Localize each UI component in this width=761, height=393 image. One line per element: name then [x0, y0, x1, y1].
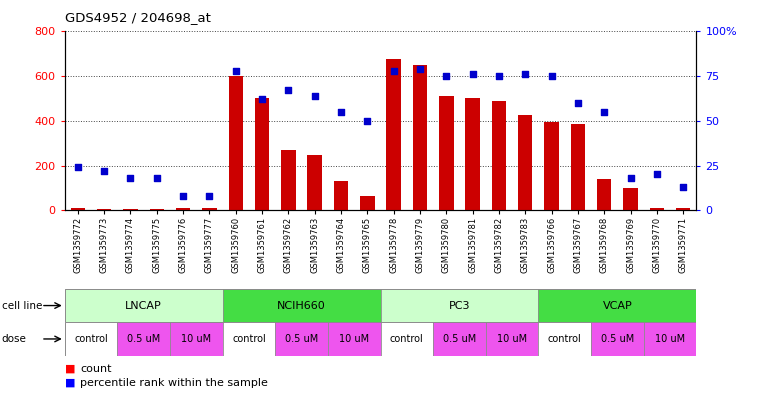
Point: [625, 175, 637, 181]
Bar: [65, 322, 117, 356]
Text: PC3: PC3: [449, 301, 470, 310]
Bar: [623, 188, 638, 210]
Text: dose: dose: [2, 334, 27, 344]
Bar: [433, 322, 486, 356]
Text: 10 uM: 10 uM: [181, 334, 212, 344]
Text: ■: ■: [65, 378, 75, 387]
Point: [677, 184, 689, 190]
Bar: [380, 322, 433, 356]
Point: [361, 118, 374, 124]
Text: 0.5 uM: 0.5 uM: [600, 334, 634, 344]
Text: NCIH660: NCIH660: [277, 301, 326, 310]
Point: [440, 73, 452, 79]
Bar: [597, 179, 611, 210]
Point: [230, 68, 242, 74]
Bar: [360, 196, 374, 210]
Text: 0.5 uM: 0.5 uM: [285, 334, 318, 344]
Text: ■: ■: [65, 364, 75, 374]
Bar: [97, 209, 111, 210]
Bar: [466, 99, 480, 210]
Point: [124, 175, 136, 181]
Bar: [544, 122, 559, 210]
Bar: [202, 208, 217, 210]
Point: [598, 109, 610, 115]
Text: cell line: cell line: [2, 301, 42, 310]
Bar: [412, 65, 427, 210]
Point: [387, 68, 400, 74]
Bar: [71, 208, 85, 210]
Bar: [539, 322, 591, 356]
Point: [151, 175, 163, 181]
Point: [519, 71, 531, 77]
Text: control: control: [232, 334, 266, 344]
Point: [72, 164, 84, 171]
Bar: [223, 322, 275, 356]
Point: [177, 193, 189, 199]
Point: [546, 73, 558, 79]
Point: [256, 96, 268, 103]
Bar: [380, 289, 539, 322]
Bar: [334, 181, 349, 210]
Point: [309, 93, 321, 99]
Point: [282, 87, 295, 94]
Point: [335, 109, 347, 115]
Bar: [591, 322, 644, 356]
Bar: [228, 76, 243, 210]
Bar: [223, 289, 380, 322]
Bar: [492, 101, 506, 210]
Text: LNCAP: LNCAP: [126, 301, 162, 310]
Bar: [328, 322, 380, 356]
Point: [493, 73, 505, 79]
Bar: [307, 156, 322, 210]
Point: [572, 100, 584, 106]
Bar: [650, 208, 664, 210]
Bar: [571, 124, 585, 210]
Bar: [281, 150, 295, 210]
Bar: [387, 59, 401, 210]
Bar: [176, 208, 190, 210]
Bar: [486, 322, 539, 356]
Text: count: count: [80, 364, 111, 374]
Bar: [518, 115, 533, 210]
Text: control: control: [74, 334, 108, 344]
Bar: [539, 289, 696, 322]
Point: [414, 66, 426, 72]
Text: percentile rank within the sample: percentile rank within the sample: [80, 378, 268, 387]
Point: [466, 71, 479, 77]
Text: 10 uM: 10 uM: [497, 334, 527, 344]
Bar: [117, 322, 170, 356]
Bar: [644, 322, 696, 356]
Text: 0.5 uM: 0.5 uM: [443, 334, 476, 344]
Bar: [65, 289, 223, 322]
Bar: [255, 99, 269, 210]
Text: control: control: [548, 334, 581, 344]
Point: [98, 168, 110, 174]
Bar: [439, 96, 454, 210]
Text: 10 uM: 10 uM: [655, 334, 685, 344]
Text: 0.5 uM: 0.5 uM: [127, 334, 161, 344]
Text: GDS4952 / 204698_at: GDS4952 / 204698_at: [65, 11, 211, 24]
Bar: [150, 209, 164, 210]
Bar: [123, 209, 138, 210]
Text: VCAP: VCAP: [603, 301, 632, 310]
Point: [651, 171, 663, 178]
Bar: [676, 208, 690, 210]
Point: [203, 193, 215, 199]
Text: 10 uM: 10 uM: [339, 334, 369, 344]
Text: control: control: [390, 334, 424, 344]
Bar: [275, 322, 328, 356]
Bar: [170, 322, 223, 356]
